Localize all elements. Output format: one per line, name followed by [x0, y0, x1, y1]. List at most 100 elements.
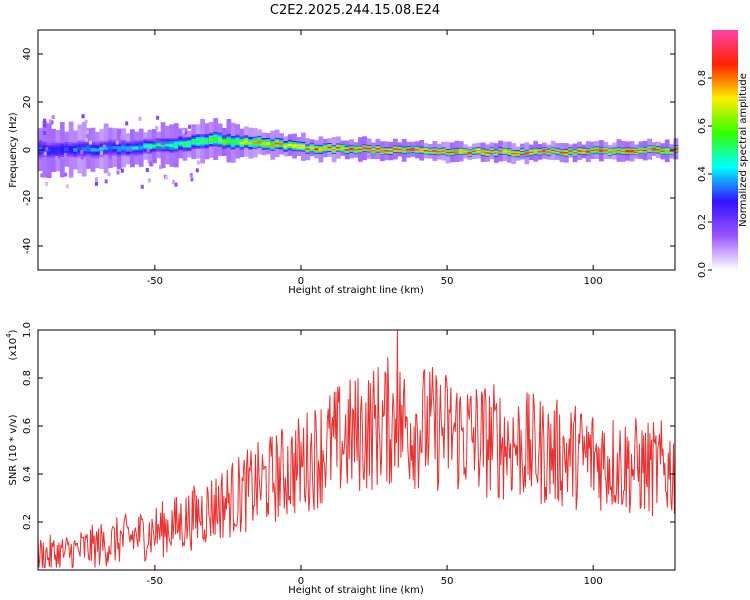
heatmap-cell — [51, 148, 56, 153]
heatmap-cell — [550, 149, 556, 152]
heatmap-cell — [120, 134, 124, 139]
heatmap-cell — [239, 141, 245, 145]
heatmap-cell — [81, 147, 87, 151]
heatmap-cell — [301, 145, 306, 148]
heatmap-cell — [77, 147, 83, 151]
heatmap-cell — [43, 151, 47, 156]
colorbar-label: Normalized spectral amplitude — [738, 73, 749, 227]
heatmap-cell — [318, 148, 324, 151]
heatmap-cell — [40, 173, 44, 178]
heatmap-cell — [125, 147, 131, 151]
heatmap-cell — [63, 152, 67, 157]
colorbar-tick-label: 0.4 — [697, 166, 708, 182]
heatmap-cell — [146, 147, 150, 152]
snr-frame — [37, 329, 676, 571]
heatmap-cell — [138, 116, 142, 121]
heatmap-cell — [414, 149, 420, 151]
snr-series-line — [37, 329, 675, 569]
heatmap-cell — [174, 182, 178, 187]
heatmap-cell — [393, 148, 398, 150]
heatmap-cell — [331, 148, 337, 151]
colorbar: 0.0 0.2 0.4 0.6 0.8 Normalized spectral ampl… — [697, 30, 749, 278]
heatmap-cell — [406, 149, 411, 151]
heatmap-cell — [153, 138, 157, 143]
heatmap-cell — [55, 156, 59, 160]
heatmap-cell — [64, 172, 68, 177]
snr-scale-suffix: ) — [8, 329, 19, 333]
heatmap-x-tick-label: 100 — [584, 276, 603, 287]
snr-scale-note: (x104) — [5, 329, 19, 360]
heatmap-cell — [178, 142, 184, 145]
heatmap-cell — [217, 138, 223, 142]
heatmap-cell — [546, 151, 552, 153]
heatmap-cell — [445, 151, 451, 154]
colorbar-tick-label: 0.0 — [697, 262, 708, 278]
heatmap-cell — [59, 147, 65, 152]
heatmap-cell — [559, 151, 565, 154]
heatmap-cell — [401, 149, 407, 152]
heatmap-cell — [86, 146, 91, 151]
heatmap-x-ticks: -50 0 50 100 — [147, 30, 603, 287]
snr-y-tick-label: 1.0 — [22, 322, 33, 338]
heatmap-cell — [371, 150, 376, 152]
heatmap-cell — [81, 114, 85, 119]
heatmap-cell — [88, 140, 92, 145]
heatmap-cell — [454, 150, 460, 153]
heatmap-cell — [173, 143, 179, 147]
heatmap-y-ticks: -40 -20 0 20 40 — [22, 48, 675, 254]
heatmap-cell — [55, 148, 61, 153]
heatmap-cell — [190, 177, 194, 182]
heatmap-cell — [642, 149, 648, 152]
heatmap-cell — [507, 151, 512, 153]
heatmap-cell — [161, 141, 165, 146]
heatmap-cell — [48, 119, 52, 124]
heatmap-cell — [183, 130, 187, 135]
heatmap-cell — [436, 151, 442, 153]
heatmap-cell — [634, 150, 639, 153]
heatmap-cell — [51, 115, 55, 120]
heatmap-cell — [191, 140, 197, 144]
heatmap-cell — [265, 142, 271, 145]
heatmap-cell — [498, 150, 503, 152]
heatmap-cell — [568, 150, 574, 152]
heatmap-cell — [441, 150, 446, 152]
heatmap-cell — [45, 181, 48, 186]
heatmap-cell — [520, 150, 525, 153]
heatmap-cell — [84, 137, 88, 142]
heatmap-cell — [140, 184, 144, 189]
heatmap-cell — [95, 148, 100, 152]
heatmap-cell — [511, 152, 517, 155]
heatmap-cell — [537, 151, 543, 153]
heatmap-cell — [651, 148, 657, 150]
heatmap-cell — [64, 147, 70, 151]
heatmap-cell — [344, 149, 350, 151]
heatmap-cell — [410, 148, 416, 151]
heatmap-cell — [156, 143, 162, 147]
heatmap-cell — [480, 151, 486, 153]
heatmap-cell — [222, 140, 227, 144]
heatmap-cell — [121, 146, 127, 150]
heatmap-cell — [101, 130, 105, 134]
heatmap-cell — [68, 147, 74, 152]
svg-text:(x104): (x104) — [5, 329, 19, 360]
heatmap-cell — [164, 175, 168, 180]
snr-y-tick-label: 0.6 — [22, 418, 33, 434]
heatmap-y-tick-label: 40 — [22, 48, 33, 61]
heatmap-cell — [397, 148, 403, 151]
heatmap-cell — [235, 140, 240, 143]
heatmap-cell — [533, 150, 539, 152]
heatmap-cell — [50, 120, 54, 125]
snr-y-ticks: 0.2 0.4 0.6 0.8 1.0 — [22, 322, 675, 530]
heatmap-y-tick-label: 0 — [22, 147, 33, 153]
heatmap-cell — [279, 142, 284, 145]
heatmap-cell — [103, 146, 109, 150]
heatmap-cell — [585, 150, 591, 153]
heatmap-cell — [120, 168, 124, 173]
heatmap-cell — [261, 142, 267, 146]
heatmap-cell — [515, 152, 521, 155]
heatmap-cell — [358, 148, 363, 151]
heatmap-cell — [594, 149, 600, 151]
heatmap-cell — [353, 149, 359, 151]
heatmap-x-label: Height of straight line (km) — [288, 285, 424, 296]
